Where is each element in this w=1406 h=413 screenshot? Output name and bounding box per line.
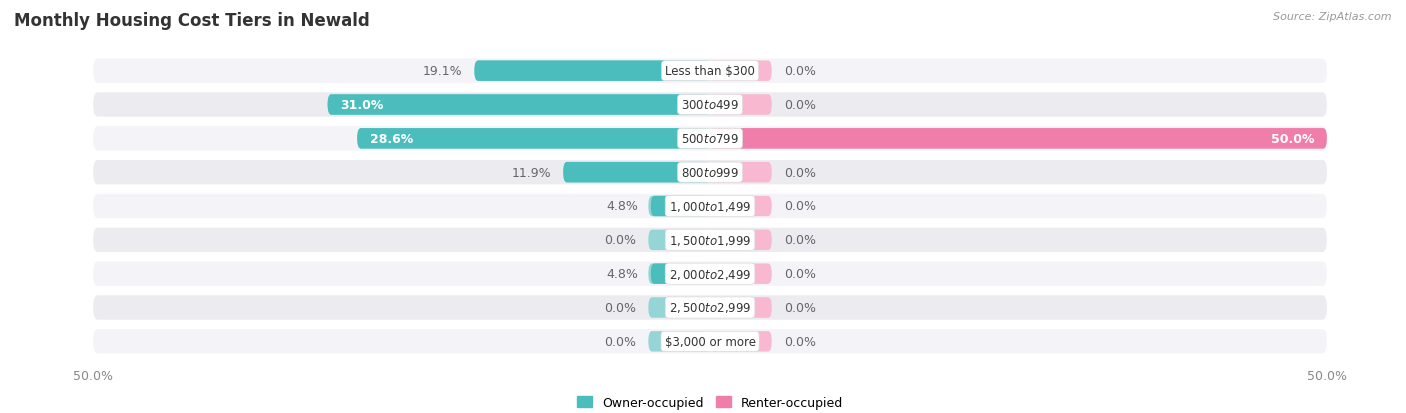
FancyBboxPatch shape bbox=[710, 129, 1327, 149]
Text: $1,500 to $1,999: $1,500 to $1,999 bbox=[669, 233, 751, 247]
FancyBboxPatch shape bbox=[564, 163, 710, 183]
Text: 0.0%: 0.0% bbox=[785, 99, 815, 112]
FancyBboxPatch shape bbox=[648, 264, 710, 284]
FancyBboxPatch shape bbox=[93, 329, 1327, 354]
Text: $3,000 or more: $3,000 or more bbox=[665, 335, 755, 348]
FancyBboxPatch shape bbox=[474, 61, 710, 82]
Text: $2,000 to $2,499: $2,000 to $2,499 bbox=[669, 267, 751, 281]
FancyBboxPatch shape bbox=[357, 129, 710, 149]
FancyBboxPatch shape bbox=[474, 61, 710, 82]
Text: $2,500 to $2,999: $2,500 to $2,999 bbox=[669, 301, 751, 315]
Text: Less than $300: Less than $300 bbox=[665, 65, 755, 78]
Text: $1,000 to $1,499: $1,000 to $1,499 bbox=[669, 199, 751, 214]
Text: 0.0%: 0.0% bbox=[785, 166, 815, 179]
FancyBboxPatch shape bbox=[93, 127, 1327, 151]
Text: 11.9%: 11.9% bbox=[512, 166, 551, 179]
Text: Source: ZipAtlas.com: Source: ZipAtlas.com bbox=[1274, 12, 1392, 22]
Text: 50.0%: 50.0% bbox=[1271, 133, 1315, 145]
Text: 0.0%: 0.0% bbox=[785, 65, 815, 78]
FancyBboxPatch shape bbox=[710, 61, 772, 82]
Text: 0.0%: 0.0% bbox=[785, 301, 815, 314]
Text: 0.0%: 0.0% bbox=[785, 234, 815, 247]
FancyBboxPatch shape bbox=[648, 230, 710, 250]
FancyBboxPatch shape bbox=[710, 331, 772, 352]
FancyBboxPatch shape bbox=[93, 228, 1327, 252]
Text: $500 to $799: $500 to $799 bbox=[681, 133, 740, 145]
Text: 4.8%: 4.8% bbox=[606, 200, 638, 213]
Legend: Owner-occupied, Renter-occupied: Owner-occupied, Renter-occupied bbox=[572, 391, 848, 413]
FancyBboxPatch shape bbox=[710, 196, 772, 217]
FancyBboxPatch shape bbox=[710, 95, 772, 116]
FancyBboxPatch shape bbox=[651, 196, 710, 217]
FancyBboxPatch shape bbox=[93, 262, 1327, 286]
Text: 4.8%: 4.8% bbox=[606, 268, 638, 280]
FancyBboxPatch shape bbox=[93, 93, 1327, 117]
Text: 0.0%: 0.0% bbox=[785, 268, 815, 280]
Text: 0.0%: 0.0% bbox=[785, 200, 815, 213]
FancyBboxPatch shape bbox=[710, 297, 772, 318]
Text: Monthly Housing Cost Tiers in Newald: Monthly Housing Cost Tiers in Newald bbox=[14, 12, 370, 30]
FancyBboxPatch shape bbox=[328, 95, 710, 116]
FancyBboxPatch shape bbox=[710, 230, 772, 250]
Text: 0.0%: 0.0% bbox=[605, 234, 636, 247]
FancyBboxPatch shape bbox=[328, 95, 710, 116]
FancyBboxPatch shape bbox=[93, 195, 1327, 218]
Text: 0.0%: 0.0% bbox=[605, 301, 636, 314]
Text: 0.0%: 0.0% bbox=[785, 335, 815, 348]
Text: 28.6%: 28.6% bbox=[370, 133, 413, 145]
FancyBboxPatch shape bbox=[93, 59, 1327, 84]
FancyBboxPatch shape bbox=[93, 161, 1327, 185]
FancyBboxPatch shape bbox=[93, 296, 1327, 320]
FancyBboxPatch shape bbox=[648, 297, 710, 318]
Text: $800 to $999: $800 to $999 bbox=[681, 166, 740, 179]
FancyBboxPatch shape bbox=[651, 264, 710, 284]
Text: $300 to $499: $300 to $499 bbox=[681, 99, 740, 112]
FancyBboxPatch shape bbox=[648, 196, 710, 217]
Text: 19.1%: 19.1% bbox=[422, 65, 463, 78]
FancyBboxPatch shape bbox=[710, 163, 772, 183]
FancyBboxPatch shape bbox=[357, 129, 710, 149]
FancyBboxPatch shape bbox=[564, 163, 710, 183]
FancyBboxPatch shape bbox=[648, 331, 710, 352]
FancyBboxPatch shape bbox=[710, 264, 772, 284]
FancyBboxPatch shape bbox=[710, 129, 1327, 149]
Text: 0.0%: 0.0% bbox=[605, 335, 636, 348]
Text: 31.0%: 31.0% bbox=[340, 99, 384, 112]
